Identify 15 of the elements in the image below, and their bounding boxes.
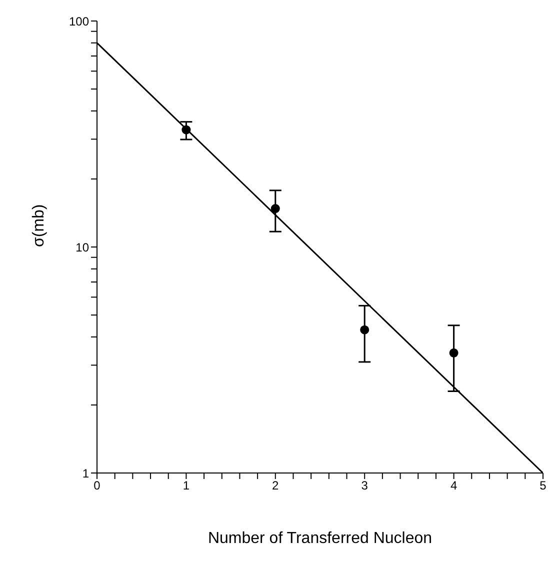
- y-tick-label: 1: [82, 466, 90, 480]
- y-tick-label: 10: [76, 240, 90, 254]
- x-tick-label: 5: [540, 478, 547, 493]
- point: [182, 125, 191, 134]
- x-tick-label: 2: [272, 478, 280, 493]
- x-tick-label: 4: [450, 478, 458, 493]
- point: [270, 204, 280, 214]
- y-axis-title: σ(mb): [30, 204, 48, 247]
- x-axis-title: Number of Transferred Nucleon: [208, 530, 432, 547]
- x-tick-label: 0: [94, 478, 101, 493]
- point: [449, 348, 458, 358]
- point: [360, 325, 370, 334]
- x-tick-label: 3: [361, 478, 368, 493]
- x-tick-label: 1: [182, 478, 190, 493]
- y-tick-label: 100: [68, 14, 90, 28]
